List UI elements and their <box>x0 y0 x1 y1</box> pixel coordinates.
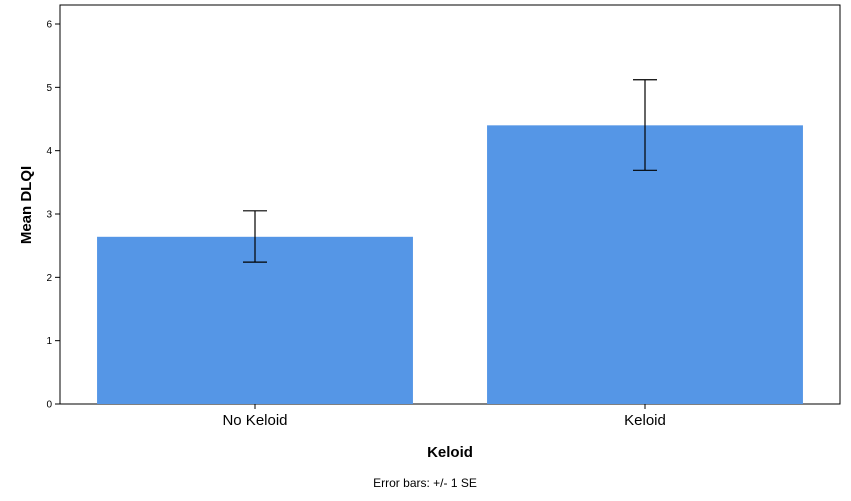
y-tick-label: 2 <box>46 273 52 284</box>
x-axis: No Keloid Keloid <box>222 404 666 429</box>
bar <box>487 125 803 404</box>
y-tick-label: 6 <box>46 20 52 31</box>
error-bar <box>243 210 267 263</box>
y-tick-label: 5 <box>46 83 52 94</box>
y-tick-label: 1 <box>46 336 52 347</box>
y-tick-label: 0 <box>46 400 52 411</box>
x-axis-title: Keloid <box>427 444 473 461</box>
bar <box>97 236 413 404</box>
x-tick-label: No Keloid <box>222 412 287 429</box>
y-axis: 0 1 2 3 4 5 6 <box>46 20 60 411</box>
bars-group <box>97 125 803 404</box>
y-tick-label: 4 <box>46 146 52 157</box>
error-bars-footnote: Error bars: +/- 1 SE <box>373 476 477 490</box>
y-axis-title: Mean DLQI <box>18 166 35 244</box>
x-tick-label: Keloid <box>624 412 666 429</box>
error-bars-group <box>243 79 657 263</box>
error-bar <box>633 79 657 171</box>
y-tick-label: 3 <box>46 210 52 221</box>
